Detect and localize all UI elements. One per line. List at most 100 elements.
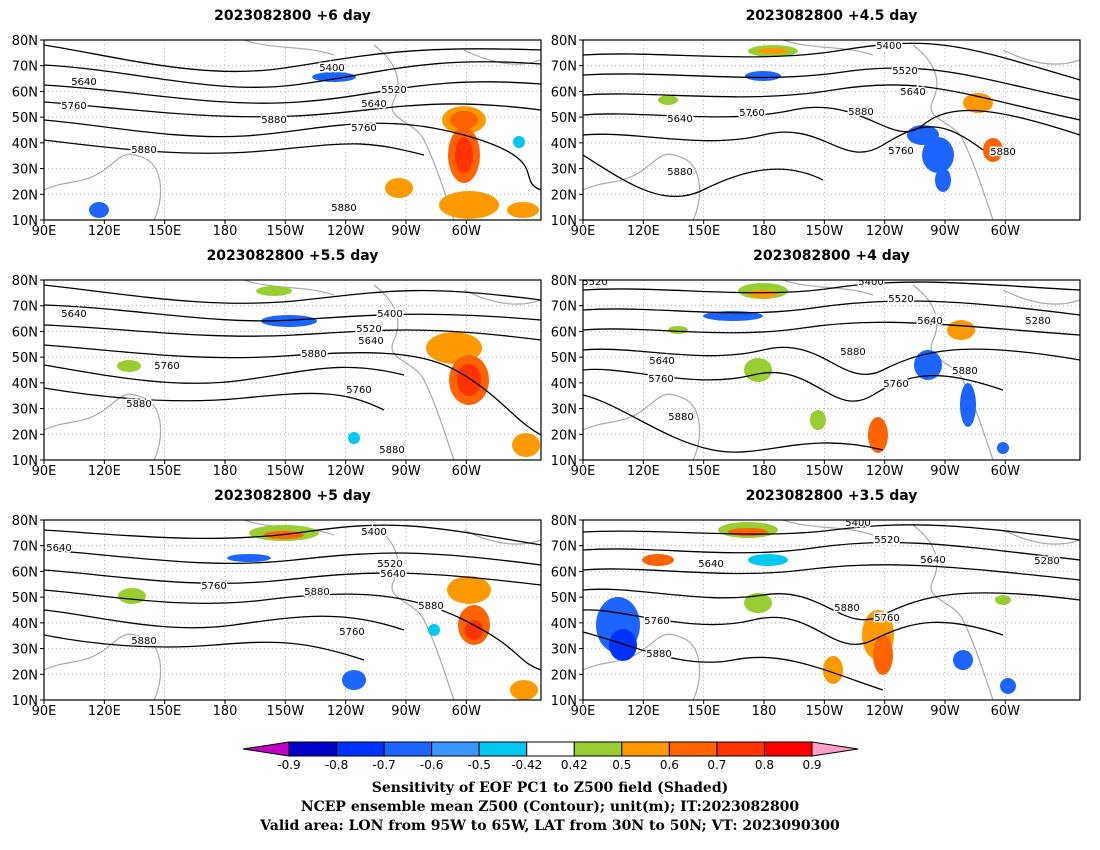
lon-label: 150W <box>267 224 305 239</box>
contour-label: 5520 <box>892 66 917 77</box>
contour-label: 5400 <box>858 277 883 288</box>
lat-label: 30N <box>12 643 38 658</box>
colorbar-tick-label: 0.8 <box>755 758 774 772</box>
lon-label: 180 <box>213 224 238 239</box>
sensitivity-shading <box>512 433 540 457</box>
contour-label: 5640 <box>61 309 86 320</box>
sensitivity-shading <box>935 168 951 192</box>
lat-label: 80N <box>12 34 38 49</box>
coastline <box>373 284 455 460</box>
colorbar-tick-label: -0.42 <box>511 758 542 772</box>
contour-label: 5640 <box>71 77 96 88</box>
coastline <box>243 40 335 56</box>
lon-label: 60W <box>452 704 482 719</box>
lat-label: 30N <box>12 403 38 418</box>
coastline <box>44 153 162 220</box>
lat-label: 10N <box>551 694 577 709</box>
coastline <box>243 280 335 296</box>
coastline <box>583 633 701 700</box>
sensitivity-shading <box>922 137 954 173</box>
sensitivity-shading <box>744 593 772 613</box>
map-panel: 2023082800 +5 day56405400552056405760588… <box>12 488 542 719</box>
lon-label: 120E <box>88 704 121 719</box>
lat-label: 70N <box>12 540 38 555</box>
z500-contour <box>44 101 541 118</box>
lat-label: 80N <box>12 514 38 529</box>
colorbar-swatch <box>621 741 670 757</box>
map-frame <box>582 279 1081 461</box>
contour-label: 5400 <box>845 518 870 529</box>
coastline <box>373 524 455 700</box>
sensitivity-shading <box>118 588 146 604</box>
lat-label: 50N <box>12 111 38 126</box>
contour-label: 5760 <box>154 361 179 372</box>
colorbar-tick-label: 0.6 <box>660 758 679 772</box>
contour-label: 5760 <box>61 101 86 112</box>
lat-label: 80N <box>551 514 577 529</box>
colorbar-swatch <box>383 741 433 757</box>
map-frame <box>43 39 542 221</box>
lon-label: 90E <box>571 464 596 479</box>
colorbar-swatch <box>336 741 385 757</box>
contour-label: 5880 <box>301 349 326 360</box>
z500-contour <box>583 42 1080 81</box>
contour-label: 5520 <box>381 85 406 96</box>
map-frame <box>582 39 1081 221</box>
contour-label: 5640 <box>380 569 405 580</box>
lon-label: 90E <box>32 224 57 239</box>
z500-contour <box>583 564 1080 581</box>
lat-label: 10N <box>551 454 577 469</box>
lat-label: 60N <box>12 565 38 580</box>
contour-label: 5880 <box>834 603 859 614</box>
lat-label: 30N <box>551 163 577 178</box>
lat-label: 50N <box>12 351 38 366</box>
colorbar-tick-label: 0.5 <box>612 758 631 772</box>
contour-label: 5880 <box>668 412 693 423</box>
coastline <box>373 44 455 220</box>
coastline <box>583 393 701 460</box>
lon-label: 90W <box>930 224 960 239</box>
z500-contour <box>44 524 541 546</box>
lon-label: 90W <box>391 464 421 479</box>
lon-label: 120W <box>866 224 904 239</box>
sensitivity-shading <box>1000 678 1016 694</box>
contour-label: 5880 <box>667 167 692 178</box>
sensitivity-shading <box>256 286 292 296</box>
coastline <box>782 280 874 296</box>
colorbar-swatch <box>526 741 575 757</box>
sensitivity-shading <box>703 311 763 321</box>
lon-label: 150E <box>687 704 720 719</box>
sensitivity-shading <box>995 595 1011 605</box>
sensitivity-shading <box>510 680 538 700</box>
colorbar-tick-label: 0.7 <box>707 758 726 772</box>
sensitivity-shading <box>342 670 366 690</box>
panel-title: 2023082800 +6 day <box>214 8 371 24</box>
panel-title: 2023082800 +5 day <box>214 488 371 504</box>
sensitivity-shading <box>658 95 678 105</box>
lat-label: 20N <box>12 428 38 443</box>
z500-contour <box>44 284 541 304</box>
z500-contour <box>583 300 1080 316</box>
sensitivity-shading <box>947 320 975 340</box>
z500-contour <box>44 44 541 73</box>
sensitivity-shading <box>385 178 413 198</box>
lat-label: 50N <box>551 111 577 126</box>
lon-label: 90W <box>930 464 960 479</box>
lon-label: 90E <box>32 464 57 479</box>
panel-title: 2023082800 +5.5 day <box>207 248 379 264</box>
caption-line-3: Valid area: LON from 95W to 65W, LAT fro… <box>259 818 840 834</box>
caption-line-1: Sensitivity of EOF PC1 to Z500 field (Sh… <box>372 780 728 796</box>
colorbar-swatch <box>431 741 480 757</box>
lon-label: 90W <box>930 704 960 719</box>
z500-contour <box>44 387 385 411</box>
lat-label: 20N <box>551 188 577 203</box>
lat-label: 70N <box>551 300 577 315</box>
contour-label: 5640 <box>698 559 723 570</box>
sensitivity-shading <box>873 635 893 675</box>
z500-contour <box>583 609 1004 646</box>
contour-label: 5880 <box>126 399 151 410</box>
lon-label: 120W <box>866 704 904 719</box>
